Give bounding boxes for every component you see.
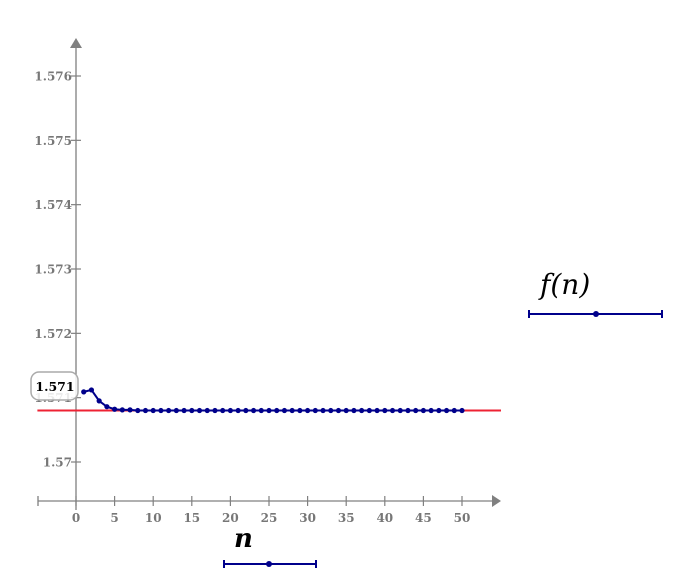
data-point-marker[interactable] (142, 407, 149, 414)
data-point-marker[interactable] (281, 407, 288, 414)
y-tick-label: 1.576 (34, 70, 72, 84)
data-point-marker[interactable] (428, 407, 434, 414)
x-axis-arrow-icon (492, 495, 501, 507)
data-point-marker[interactable] (235, 407, 241, 414)
data-point-marker[interactable] (420, 407, 426, 414)
series-trace-line (83, 388, 462, 412)
y-axis-legend-label[interactable]: f(n) (540, 268, 591, 301)
data-point-marker[interactable] (166, 407, 172, 414)
data-point-marker[interactable] (436, 407, 442, 414)
data-point-marker[interactable] (443, 407, 450, 414)
data-point-marker[interactable] (250, 407, 257, 414)
data-point-marker[interactable] (382, 407, 388, 414)
data-point-marker[interactable] (112, 406, 118, 412)
data-point-marker[interactable] (243, 407, 249, 414)
data-point-marker[interactable] (359, 407, 365, 414)
x-tick-label: 35 (338, 511, 355, 525)
data-point-marker[interactable] (335, 407, 342, 414)
data-point-marker[interactable] (389, 407, 396, 414)
data-point-marker[interactable] (413, 407, 419, 414)
y-tick-label: 1.572 (34, 327, 72, 341)
data-point-marker[interactable] (266, 407, 272, 414)
data-point-marker[interactable] (88, 387, 95, 393)
data-point-marker[interactable] (212, 407, 218, 414)
x-legend-trace-sample[interactable] (221, 556, 319, 572)
legend-marker-icon (266, 561, 272, 567)
data-point-marker[interactable] (119, 407, 125, 413)
y-tick-label: 1.573 (34, 263, 72, 277)
data-point-marker[interactable] (374, 407, 380, 414)
data-point-marker[interactable] (196, 407, 203, 414)
data-point-marker[interactable] (405, 407, 411, 414)
x-tick-label: 25 (261, 511, 278, 525)
data-point-marker[interactable] (150, 407, 156, 414)
y-axis-arrow-icon (70, 38, 82, 48)
y-tick-label: 1.575 (34, 134, 72, 148)
x-tick-label: 20 (222, 511, 239, 525)
x-tick-label: 15 (183, 511, 200, 525)
data-point-marker[interactable] (158, 407, 164, 414)
data-point-marker[interactable] (289, 407, 295, 414)
data-point-marker[interactable] (173, 407, 179, 414)
data-point-marker[interactable] (312, 407, 318, 414)
data-point-marker[interactable] (204, 407, 210, 414)
data-point-marker[interactable] (220, 407, 226, 414)
x-tick-label: 0 (72, 511, 80, 525)
readout-value: 1.571 (35, 379, 74, 394)
y-tick-label: 1.57 (43, 456, 72, 470)
readout-frame (30, 371, 79, 401)
data-point-marker[interactable] (459, 407, 465, 414)
data-point-marker[interactable] (366, 407, 372, 414)
data-point-marker[interactable] (351, 407, 357, 414)
y-legend-trace-sample[interactable] (526, 306, 666, 322)
x-tick-label: 10 (145, 511, 162, 525)
data-point-marker[interactable] (328, 407, 334, 414)
data-point-marker[interactable] (135, 407, 141, 414)
data-point-marker[interactable] (96, 398, 102, 404)
series-group (81, 387, 465, 414)
x-tick-label: 40 (376, 511, 393, 525)
x-tick-label: 30 (299, 511, 316, 525)
y-tick-label: 1.574 (34, 198, 72, 212)
data-point-marker[interactable] (258, 407, 264, 414)
data-point-marker[interactable] (451, 407, 457, 414)
x-tick-label: 45 (415, 511, 432, 525)
data-point-marker[interactable] (305, 407, 311, 414)
legend-marker-icon (593, 311, 599, 317)
data-point-marker[interactable] (227, 407, 233, 414)
data-point-marker[interactable] (274, 407, 280, 414)
data-point-marker[interactable] (189, 407, 195, 414)
data-point-marker[interactable] (104, 404, 110, 410)
x-axis-legend-label[interactable]: n (234, 524, 253, 554)
data-point-marker[interactable] (81, 389, 87, 395)
data-point-marker[interactable] (127, 407, 133, 413)
data-point-marker[interactable] (343, 407, 349, 414)
data-point-marker[interactable] (320, 407, 326, 414)
data-point-marker[interactable] (181, 407, 187, 414)
x-tick-label: 50 (454, 511, 471, 525)
x-tick-label: 5 (110, 511, 118, 525)
data-point-marker[interactable] (397, 407, 403, 414)
data-point-marker[interactable] (297, 407, 303, 414)
y-readout-box[interactable]: 1.571 (30, 371, 79, 401)
axes: 0 5 10 15 20 25 30 35 40 45 50 1.57 1.571 1.572 1.573 1… (34, 38, 501, 525)
